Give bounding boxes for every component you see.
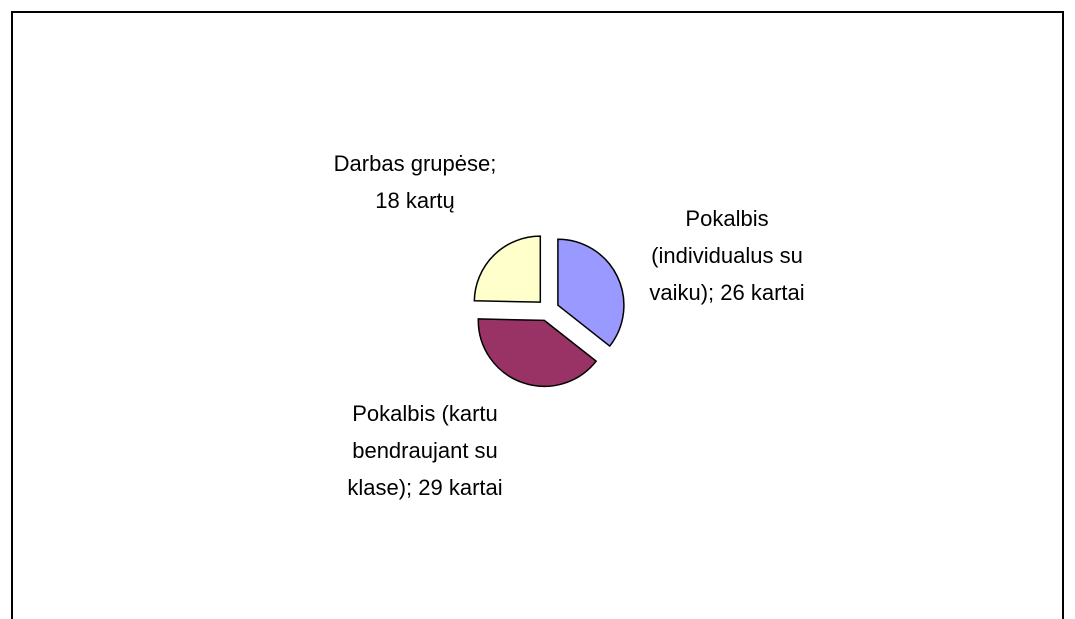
data-label: Darbas grupėse; 18 kartų	[333, 151, 497, 213]
data-label: Pokalbis (individualus su vaiku); 26 kar…	[649, 206, 805, 305]
data-label: Pokalbis (kartu bendraujant su klase); 2…	[347, 401, 503, 500]
pie-slice	[473, 235, 542, 303]
chart-frame	[11, 11, 1064, 619]
pie-slice	[557, 238, 625, 348]
pie-slice	[477, 318, 598, 388]
